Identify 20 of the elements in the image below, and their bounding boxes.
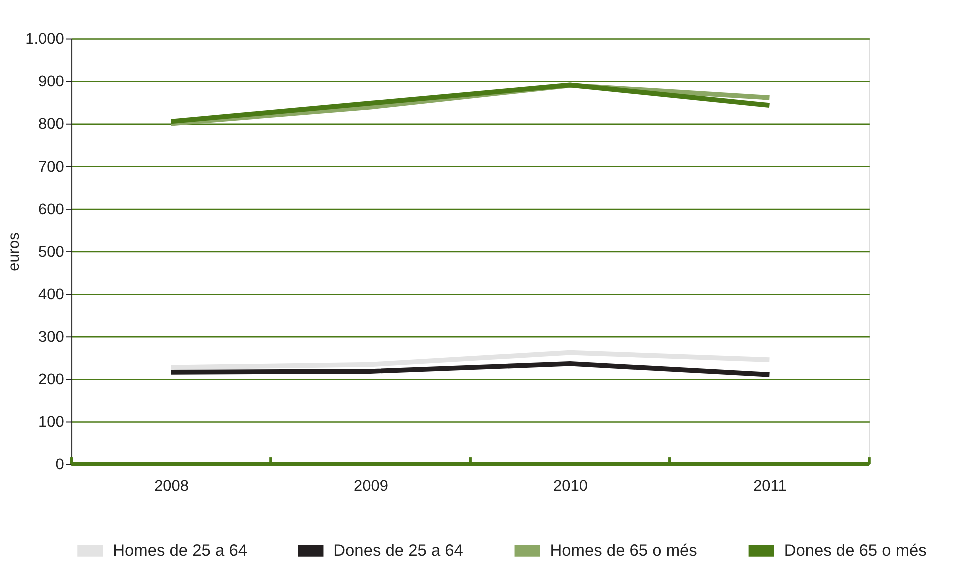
y-tick-label: 600: [38, 201, 64, 218]
x-tick-label: 2011: [754, 478, 787, 495]
x-tick-label: 2008: [154, 478, 189, 495]
legend-label: Dones de 65 o més: [784, 542, 927, 560]
y-tick-label: 800: [38, 116, 64, 134]
y-tick-label: 100: [38, 414, 64, 432]
y-tick-label: 0: [56, 456, 64, 474]
legend-label: Homes de 25 a 64: [113, 542, 248, 560]
y-tick-label: 400: [38, 286, 64, 304]
y-tick-label: 300: [38, 328, 64, 346]
y-tick-label: 700: [38, 158, 64, 176]
legend-label: Dones de 25 a 64: [334, 542, 464, 560]
y-tick-label: 200: [38, 372, 64, 389]
y-tick-label: 1.000: [26, 31, 64, 48]
legend-label: Homes de 65 o més: [550, 542, 698, 560]
x-tick-label: 2010: [554, 478, 588, 495]
y-axis-title: euros: [6, 232, 23, 272]
y-tick-label: 500: [38, 244, 64, 261]
x-tick-label: 2009: [354, 478, 388, 495]
y-tick-label: 900: [38, 74, 64, 91]
